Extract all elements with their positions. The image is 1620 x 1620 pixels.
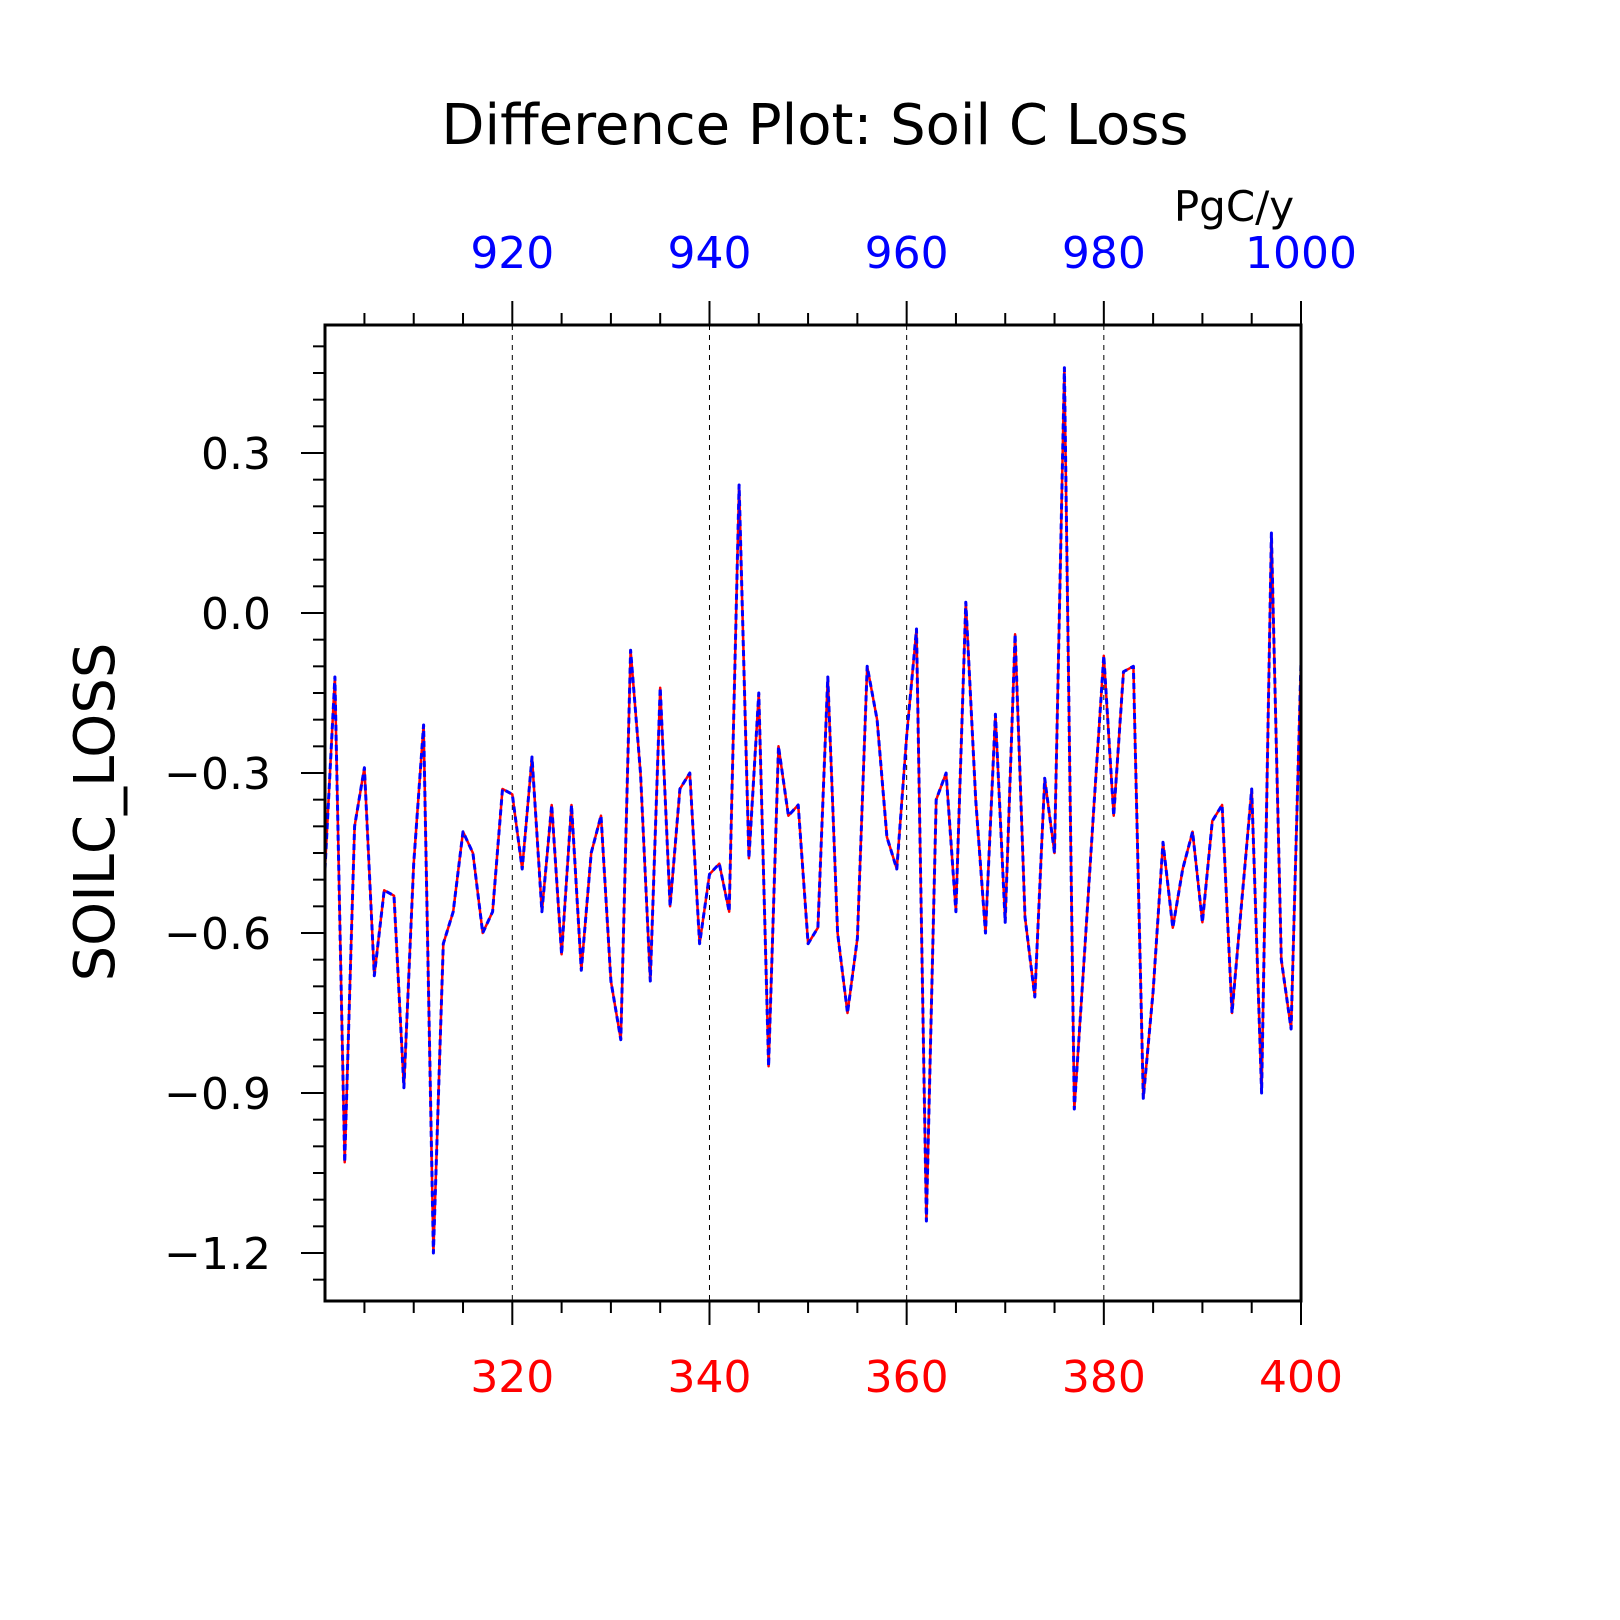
series-line-blue-dashed bbox=[323, 366, 1303, 1255]
x-tick-label-bottom: 380 bbox=[1062, 1352, 1146, 1403]
y-tick-label: −0.6 bbox=[164, 909, 271, 960]
y-tick-label: −0.3 bbox=[164, 749, 271, 800]
x-tick-label-bottom: 340 bbox=[667, 1352, 751, 1403]
x-tick-label-bottom: 400 bbox=[1259, 1352, 1343, 1403]
x-tick-label-top: 940 bbox=[667, 228, 751, 279]
y-tick-label: 0.0 bbox=[201, 589, 271, 640]
x-tick-label-top: 920 bbox=[470, 228, 554, 279]
axis-ticks bbox=[301, 301, 1302, 1325]
grid-lines bbox=[511, 325, 1105, 1301]
x-tick-label-bottom: 360 bbox=[865, 1352, 949, 1403]
series-line-red bbox=[323, 366, 1303, 1255]
y-tick-label: −0.9 bbox=[164, 1069, 271, 1120]
y-tick-label: −1.2 bbox=[164, 1229, 271, 1280]
series-lines bbox=[323, 366, 1303, 1255]
units-label: PgC/y bbox=[1174, 182, 1294, 231]
tick-labels: 0.3 0.0 −0.3 −0.6 −0.9 −1.2 320 340 360 380 400 920… bbox=[164, 228, 1357, 1403]
y-tick-label: 0.3 bbox=[201, 429, 271, 480]
x-tick-label-top: 1000 bbox=[1245, 228, 1357, 279]
chart-title: Difference Plot: Soil C Loss bbox=[441, 93, 1188, 158]
plot-frame bbox=[323, 323, 1303, 1303]
y-axis-label: SOILC_LOSS bbox=[63, 643, 128, 982]
x-tick-label-top: 960 bbox=[865, 228, 949, 279]
x-tick-label-top: 980 bbox=[1062, 228, 1146, 279]
x-tick-label-bottom: 320 bbox=[470, 1352, 554, 1403]
